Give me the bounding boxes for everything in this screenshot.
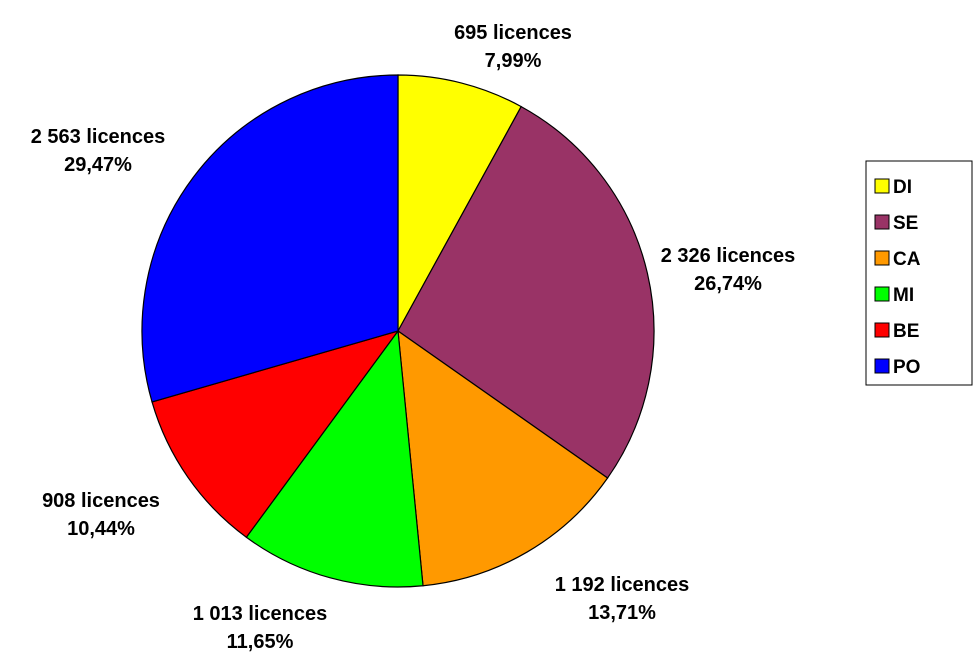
legend-label-po: PO [893,357,920,378]
legend-label-di: DI [893,177,912,198]
data-label-percent-di: 7,99% [485,50,542,72]
data-label-count-po: 2 563 licences [31,126,166,148]
pie-slice-po [141,74,399,403]
legend-swatch-di [874,178,890,194]
data-label-count-be: 908 licences [42,490,160,512]
pie-slices [141,74,655,588]
pie-slice-mi [245,329,424,588]
data-label-count-se: 2 326 licences [661,245,796,267]
pie-slice-di [397,74,523,332]
pie-data-labels: 695 licences 7,99% 2 326 licences 26,74% 1 1… [31,22,796,653]
data-label-percent-ca: 13,71% [588,602,656,624]
legend-swatch-ca [874,250,890,266]
legend-swatch-po [874,358,890,374]
data-label-percent-se: 26,74% [694,273,762,295]
legend-label-be: BE [893,321,919,342]
legend-label-se: SE [893,213,918,234]
legend-label-ca: CA [893,249,921,270]
pie-slice-ca [397,329,609,587]
data-label-percent-be: 10,44% [67,518,135,540]
data-label-count-di: 695 licences [454,22,572,44]
data-label-percent-mi: 11,65% [227,631,294,653]
legend-swatch-se [874,214,890,230]
pie-slice-se [397,105,655,479]
legend: DI SE CA MI BE PO [865,160,973,386]
legend-swatch-mi [874,286,890,302]
legend-box [865,160,973,386]
pie-slice-be [151,329,400,539]
data-label-count-ca: 1 192 licences [555,574,690,596]
legend-swatch-be [874,322,890,338]
legend-label-mi: MI [893,285,914,306]
data-label-percent-po: 29,47% [64,154,132,176]
data-label-count-mi: 1 013 licences [193,603,328,625]
